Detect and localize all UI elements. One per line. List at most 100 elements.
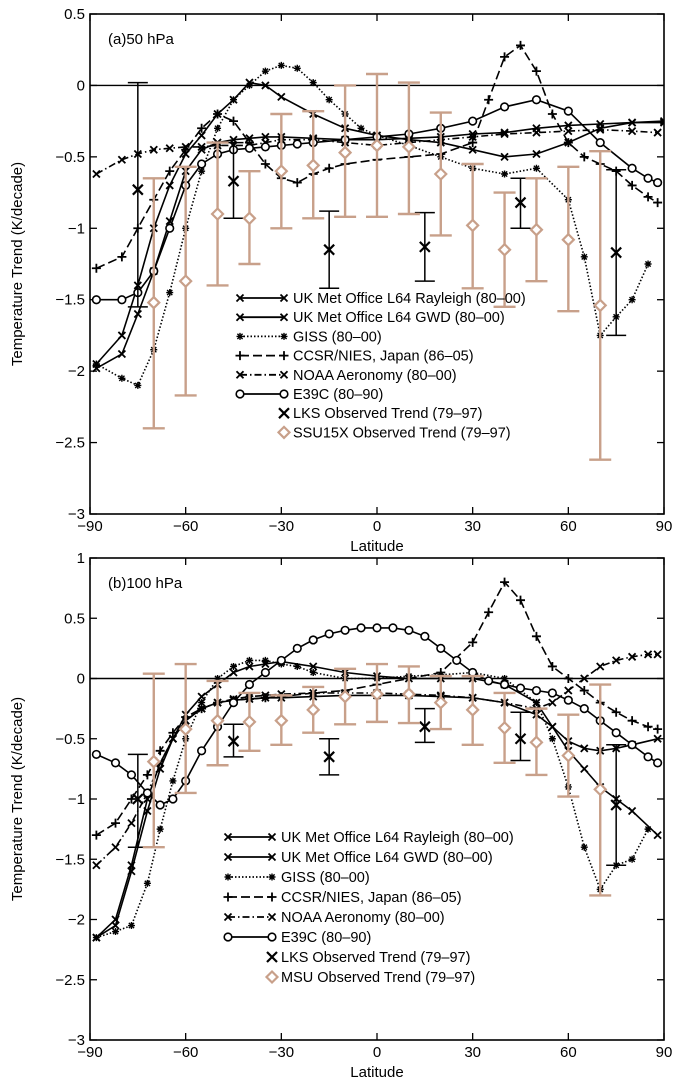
point-s4-legend-start: [235, 370, 245, 379]
point-s2-10: [245, 656, 253, 664]
point-s6-3: [419, 241, 431, 253]
point-s0-2: [133, 309, 142, 319]
point-s4-5: [168, 734, 178, 743]
point-s2-24: [580, 253, 588, 261]
point-s2-2: [134, 381, 142, 389]
point-s3-19: [468, 138, 478, 148]
point-s1-legend-start: [223, 852, 233, 862]
point-s6-1: [227, 735, 240, 747]
point-s2-9: [245, 81, 253, 89]
point-s5-legend-start: [235, 389, 245, 399]
point-s3-22: [516, 40, 525, 50]
point-s2-3: [143, 879, 151, 887]
legend-label-5: E39C (80–90): [293, 387, 383, 403]
y-tick-label: −3: [68, 1032, 85, 1049]
point-s3-31: [653, 198, 663, 208]
point-s2-28: [644, 260, 652, 268]
series-line-5: [96, 98, 658, 301]
panel-label: (b)100 hPa: [108, 575, 183, 592]
point-s7-0: [146, 754, 161, 769]
series-6: [127, 81, 627, 337]
point-s0-27: [653, 734, 662, 743]
x-tick-label: −30: [269, 1044, 294, 1061]
point-s3-18: [468, 637, 478, 647]
x-tick-label: 30: [464, 518, 481, 535]
point-s7-5: [306, 702, 321, 717]
point-s7-11: [497, 242, 512, 257]
point-s3-5: [168, 728, 178, 738]
point-s3-30: [653, 724, 663, 734]
point-s4-0: [92, 169, 101, 179]
point-s1-legend-end: [279, 313, 289, 322]
x-tick-label: −60: [173, 1044, 198, 1061]
point-s5-16: [340, 625, 350, 635]
y-tick-label: 0: [77, 671, 85, 688]
point-s0-23: [659, 118, 664, 127]
point-s4-26: [627, 652, 637, 661]
point-s5-19: [388, 623, 398, 633]
point-s1-6: [197, 131, 206, 140]
x-tick-label: 30: [464, 1044, 481, 1061]
y-tick-label: 0.5: [64, 6, 85, 23]
point-s3-4: [165, 166, 175, 176]
point-s0-legend-end: [267, 832, 277, 842]
point-s5-18: [372, 623, 382, 633]
point-s4-20: [564, 127, 573, 136]
x-axis-label: Latitude: [350, 538, 403, 555]
y-tick-label: −1: [68, 791, 85, 808]
point-s1-11: [261, 659, 270, 669]
point-s6-1: [227, 175, 240, 187]
point-s4-1: [117, 155, 127, 164]
point-s3-25: [563, 138, 573, 148]
point-s1-23: [659, 117, 664, 126]
x-axis-label: Latitude: [350, 1064, 403, 1081]
legend-label-4: NOAA Aeronomy (80–00): [293, 368, 457, 384]
point-s7-6: [338, 145, 353, 160]
point-s5-15: [324, 629, 334, 639]
point-s5-9: [228, 697, 239, 708]
point-s2-13: [309, 79, 317, 87]
point-s2-9: [230, 662, 237, 670]
point-s3-21: [500, 52, 510, 62]
point-s1-27: [653, 831, 662, 840]
point-s4-6: [197, 142, 206, 151]
y-tick-label: −2: [68, 363, 85, 380]
point-s6-5: [610, 246, 622, 259]
point-s3-30: [643, 192, 653, 202]
panel-label: (a)50 hPa: [108, 31, 175, 48]
point-s1-13: [309, 662, 318, 671]
point-s5-23: [627, 163, 637, 173]
point-s7-legend: [276, 425, 292, 440]
point-s7-2: [210, 713, 225, 728]
point-s2-7: [198, 699, 206, 707]
y-tick-label: −2: [68, 912, 85, 929]
point-s5-20: [531, 95, 542, 105]
chart-panel-b: −90 −60 −30 0 30 60 90 −3 −2.5 −2 −1.5 −1 −0.5 0 0.5 1 L…: [9, 550, 672, 1081]
point-s4-4: [165, 144, 174, 153]
point-s2-7: [214, 124, 222, 132]
point-s2-20: [501, 675, 509, 682]
point-s2-legend-end: [280, 332, 288, 340]
point-s3-25: [579, 686, 589, 696]
point-s5-6: [197, 159, 207, 169]
point-s2-4: [156, 825, 164, 833]
point-s2-13: [293, 662, 301, 670]
point-s5-4: [155, 800, 165, 810]
point-s2-8: [230, 96, 237, 104]
point-s5-36: [653, 758, 663, 768]
point-s2-24: [580, 843, 588, 851]
series-7: [142, 662, 612, 897]
point-s5-27: [515, 683, 526, 693]
point-s1-legend-end: [267, 852, 277, 862]
point-s5-legend-start: [223, 932, 233, 942]
point-s2-16: [357, 124, 365, 132]
point-s4-23: [653, 128, 662, 137]
point-s5-0: [91, 295, 101, 305]
legend-label-0: UK Met Office L64 Rayleigh (80–00): [293, 291, 526, 307]
x-tick-label: 60: [560, 1044, 577, 1061]
y-tick-label: 0: [77, 77, 85, 94]
point-s5-33: [611, 728, 621, 738]
point-s4-23: [580, 674, 589, 683]
point-s6-3: [419, 720, 431, 733]
x-tick-label: 60: [560, 518, 577, 535]
